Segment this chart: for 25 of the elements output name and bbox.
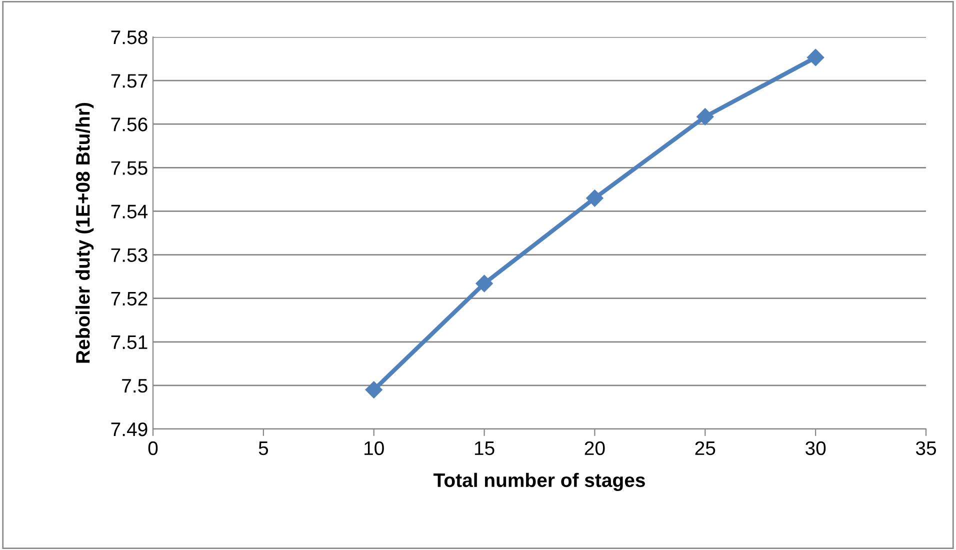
y-tick-label: 7.52 xyxy=(111,292,148,306)
x-tick-label: 30 xyxy=(806,441,826,456)
x-tick-label: 25 xyxy=(695,441,716,456)
x-tick-label: 35 xyxy=(916,441,936,456)
x-tick-label: 15 xyxy=(474,442,494,456)
x-axis-title: Total number of stages xyxy=(433,472,645,492)
y-tick-label: 7.5 xyxy=(122,379,148,393)
y-tick-label: 7.51 xyxy=(111,336,148,350)
y-tick-label: 7.49 xyxy=(111,422,148,436)
x-tick-label: 10 xyxy=(364,441,384,456)
y-tick-label: 7.58 xyxy=(111,30,148,44)
point xyxy=(586,190,604,207)
x-tick-label: 0 xyxy=(148,441,158,456)
point xyxy=(476,274,493,292)
y-tick-label: 7.53 xyxy=(111,248,148,262)
y-tick-label: 7.54 xyxy=(111,204,148,218)
point xyxy=(807,48,824,66)
y-axis-title: Reboiler duty (1E+08 Btu/hr) xyxy=(76,102,94,363)
x-tick-label: 5 xyxy=(258,442,268,456)
point xyxy=(365,381,382,398)
point xyxy=(696,108,714,126)
y-tick-label: 7.56 xyxy=(111,118,148,132)
y-tick-label: 7.55 xyxy=(111,161,148,175)
y-tick-label: 7.57 xyxy=(111,74,148,88)
x-tick-label: 20 xyxy=(584,441,605,456)
